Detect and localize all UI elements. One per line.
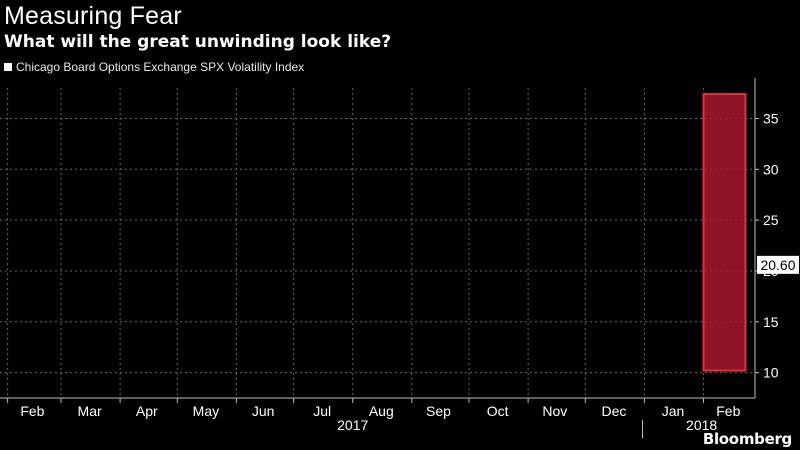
highlight-box [702, 93, 747, 372]
x-tick-label: Mar [78, 403, 102, 419]
y-tick-label: 25 [763, 212, 779, 228]
year-label-2018: 2018 [686, 417, 717, 433]
y-tick-label: 30 [763, 161, 779, 177]
y-tick-label: 15 [763, 314, 779, 330]
x-tick-label: Jun [252, 403, 275, 419]
x-tick-label: Feb [716, 403, 740, 419]
x-tick-label: Jul [313, 403, 331, 419]
x-tick-label: May [193, 403, 219, 419]
bloomberg-logo: Bloomberg [702, 430, 792, 448]
x-tick-label: Feb [20, 403, 44, 419]
x-tick-label: Jan [662, 403, 685, 419]
y-tick-label: 35 [763, 110, 779, 126]
last-value-box [757, 255, 799, 274]
x-tick-label: Aug [369, 403, 394, 419]
legend-label: Chicago Board Options Exchange SPX Volat… [16, 60, 305, 74]
x-tick-label: Dec [601, 403, 626, 419]
legend-swatch [4, 63, 12, 71]
chart-subtitle: What will the great unwinding look like? [4, 32, 392, 52]
x-tick-label: Oct [487, 403, 509, 419]
x-tick-label: Sep [426, 403, 451, 419]
year-label-2017: 2017 [337, 417, 368, 433]
x-tick-label: Nov [542, 403, 567, 419]
x-tick-label: Apr [136, 403, 158, 419]
chart-title: Measuring Fear [4, 2, 182, 30]
y-tick-label: 10 [763, 365, 779, 381]
legend: Chicago Board Options Exchange SPX Volat… [4, 60, 304, 74]
last-value-label: 20.60 [760, 257, 795, 273]
